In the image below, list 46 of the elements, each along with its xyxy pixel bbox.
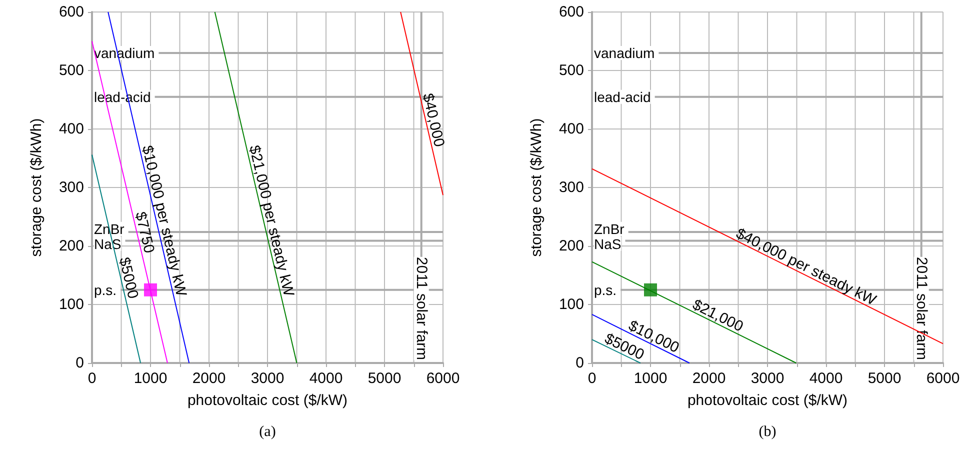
x-tick-label: 5000 (368, 370, 402, 387)
x-tick-label: 4000 (809, 370, 843, 387)
x-tick-label: 4000 (309, 370, 343, 387)
text: $21,000 per steady kW (246, 144, 298, 299)
y-tick-label: 200 (58, 238, 84, 254)
x-tick-label: 6000 (426, 370, 460, 387)
y-tick-label: 300 (558, 179, 584, 196)
text: $40,000 (418, 92, 448, 148)
ref-line-label: NaS (594, 236, 622, 252)
x-tick-label: 1000 (634, 370, 668, 387)
x-tick-label: 3000 (750, 370, 784, 387)
x-axis-title: photovoltaic cost ($/kW) (687, 392, 848, 409)
y-tick-label: 600 (558, 4, 584, 20)
x-tick-label: 3000 (250, 370, 284, 387)
y-tick-label: 500 (558, 62, 584, 79)
x-tick-label: 1000 (134, 370, 168, 387)
ref-line-label: ZnBr (594, 220, 625, 237)
x-tick-label: 6000 (926, 370, 960, 387)
ref-line-label: p.s. (94, 282, 117, 298)
x-axis-title: photovoltaic cost ($/kW) (187, 392, 348, 409)
ref-line-label: p.s. (594, 282, 617, 298)
ref-line-label: 2011 solar farm (412, 256, 430, 360)
x-tick-label: 2000 (692, 370, 726, 387)
y-axis-title: storage cost ($/kWh) (528, 118, 545, 257)
y-tick-label: 400 (558, 120, 584, 138)
ref-line-label: vanadium (594, 44, 655, 61)
y-tick-label: 0 (576, 354, 584, 372)
x-tick-label: 5000 (868, 370, 902, 387)
x-tick-label: 0 (88, 370, 96, 387)
y-tick-label: 0 (76, 354, 84, 372)
y-tick-label: 600 (58, 4, 84, 20)
y-axis-title: storage cost ($/kWh) (28, 118, 45, 257)
y-tick-label: 300 (58, 179, 84, 196)
y-tick-label: 400 (58, 120, 84, 138)
ref-line-label: lead-acid (594, 88, 651, 105)
y-tick-label: 500 (58, 62, 84, 79)
text: $5000 (115, 256, 142, 300)
text: (a) (259, 424, 276, 440)
y-tick-label: 100 (58, 296, 84, 313)
ref-line-label: 2011 solar farm (912, 256, 930, 360)
x-tick-label: 0 (588, 370, 596, 387)
y-tick-label: 200 (558, 238, 584, 254)
x-tick-label: 2000 (192, 370, 226, 387)
y-tick-label: 100 (558, 296, 584, 313)
text: (b) (758, 424, 776, 440)
text: $7750 (132, 210, 158, 255)
